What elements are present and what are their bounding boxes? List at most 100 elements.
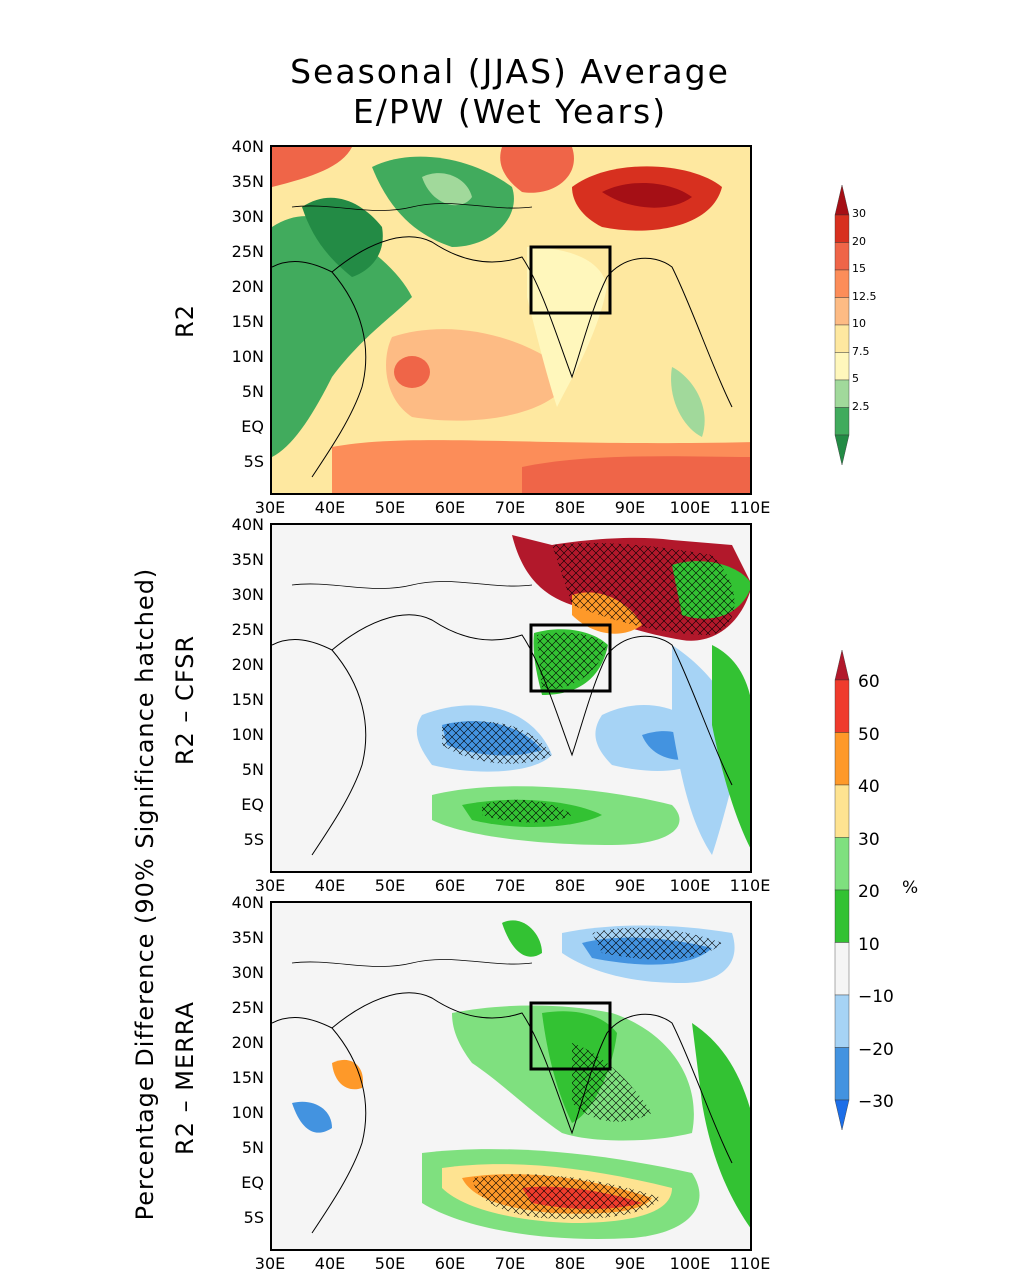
colorbar-tick-label: 50 [858, 724, 880, 745]
x-tick-label: 80E [554, 1254, 586, 1273]
colorbar-segment [834, 242, 850, 271]
x-tick-label: 40E [314, 876, 346, 895]
colorbar-segment [834, 434, 850, 465]
panel-label-r2-cfsr: R2 – CFSR [171, 634, 199, 766]
x-tick-label: 110E [729, 498, 771, 517]
y-tick-label: EQ [241, 1173, 264, 1192]
x-tick-label: 30E [254, 498, 286, 517]
colorbar-segment [834, 889, 850, 943]
colorbar-tick-label: 12.5 [852, 289, 877, 303]
y-tick-label: 15N [231, 1068, 264, 1087]
y-tick-label: 20N [231, 655, 264, 674]
y-tick-label: 5N [241, 760, 264, 779]
colorbar-segment [834, 379, 850, 408]
colorbar-tick-label: 20 [852, 234, 866, 248]
colorbar-tick-label: 5 [852, 372, 859, 385]
y-tick-label: 35N [231, 550, 264, 569]
colorbar-r2 [834, 185, 850, 465]
y-tick-label: 15N [231, 312, 264, 331]
colorbar-tick-label: 60 [858, 672, 880, 692]
y-tick-label: 40N [231, 515, 264, 534]
x-tick-label: 80E [554, 876, 586, 895]
y-tick-label: 25N [231, 242, 264, 261]
colorbar-segment [834, 324, 850, 353]
colorbar-tick-label: 7.5 [852, 344, 870, 358]
x-tick-label: 70E [494, 1254, 526, 1273]
colorbar-segment [834, 994, 850, 1048]
x-tick-label: 110E [729, 1254, 771, 1273]
x-tick-label: 60E [434, 1254, 466, 1273]
y-tick-label: 10N [231, 1103, 264, 1122]
panel-r2-merra-map [270, 901, 752, 1251]
x-tick-label: 80E [554, 498, 586, 517]
title-line-2: E/PW (Wet Years) [352, 92, 668, 131]
y-tick-label: 10N [231, 347, 264, 366]
x-tick-label: 40E [314, 498, 346, 517]
y-tick-label: 35N [231, 172, 264, 191]
y-tick-label: 30N [231, 207, 264, 226]
panel-label-r2: R2 [171, 304, 199, 338]
colorbar-tick-label: 10 [858, 934, 880, 955]
colorbar-segment [834, 185, 850, 216]
x-tick-label: 110E [729, 876, 771, 895]
colorbar-segment [834, 352, 850, 381]
colorbar-tick-label: 30 [858, 829, 880, 850]
x-tick-label: 40E [314, 1254, 346, 1273]
colorbar-tick-label: 30 [852, 207, 866, 220]
colorbar-segment [834, 1047, 850, 1101]
x-tick-label: 50E [374, 876, 406, 895]
colorbar-segment [834, 837, 850, 891]
colorbar-tick-label: −10 [858, 987, 894, 1007]
colorbar-unit: % [902, 878, 919, 898]
colorbar-segment [834, 732, 850, 786]
y-tick-label: 30N [231, 585, 264, 604]
y-tick-label: 25N [231, 620, 264, 639]
colorbar-tick-label: −20 [858, 1039, 894, 1060]
title-line-1: Seasonal (JJAS) Average [290, 52, 730, 91]
y-tick-label: 15N [231, 690, 264, 709]
colorbar-tick-label: 2.5 [852, 399, 870, 413]
y-tick-label: 5S [243, 830, 264, 849]
y-tick-label: 40N [231, 137, 264, 156]
y-tick-label: 5S [243, 452, 264, 471]
x-tick-label: 30E [254, 1254, 286, 1273]
x-tick-label: 70E [494, 498, 526, 517]
panel-label-r2-merra: R2 – MERRA [171, 1001, 199, 1155]
colorbar-segment [834, 679, 850, 733]
colorbar-tick-label: 40 [858, 777, 880, 797]
x-tick-label: 70E [494, 876, 526, 895]
y-tick-label: 5N [241, 1138, 264, 1157]
colorbar-segment [834, 1099, 850, 1130]
x-tick-label: 100E [669, 498, 711, 517]
colorbar-tick-label: −30 [858, 1092, 894, 1112]
y-tick-label: 10N [231, 725, 264, 744]
panel-r2-cfsr-map [270, 523, 752, 873]
x-tick-label: 100E [669, 1254, 711, 1273]
colorbar-segment [834, 942, 850, 996]
x-tick-label: 50E [374, 1254, 406, 1273]
x-tick-label: 60E [434, 876, 466, 895]
colorbar-segment [834, 269, 850, 298]
x-tick-label: 90E [614, 876, 646, 895]
x-tick-label: 60E [434, 498, 466, 517]
y-tick-label: EQ [241, 795, 264, 814]
x-tick-label: 30E [254, 876, 286, 895]
colorbar-tick-label: 15 [852, 262, 866, 275]
x-tick-label: 90E [614, 1254, 646, 1273]
colorbar-segment [834, 214, 850, 243]
colorbar-segment [834, 407, 850, 436]
colorbar-segment [834, 650, 850, 681]
y-tick-label: 20N [231, 277, 264, 296]
y-tick-label: 25N [231, 998, 264, 1017]
colorbar-difference [834, 650, 850, 1130]
y-tick-label: 30N [231, 963, 264, 982]
x-tick-label: 100E [669, 876, 711, 895]
side-label: Percentage Difference (90% Significance … [131, 567, 159, 1221]
y-tick-label: 35N [231, 928, 264, 947]
y-tick-label: 20N [231, 1033, 264, 1052]
colorbar-segment [834, 784, 850, 838]
y-tick-label: 40N [231, 893, 264, 912]
panel-r2-map [270, 145, 752, 495]
y-tick-label: 5N [241, 382, 264, 401]
colorbar-segment [834, 297, 850, 326]
